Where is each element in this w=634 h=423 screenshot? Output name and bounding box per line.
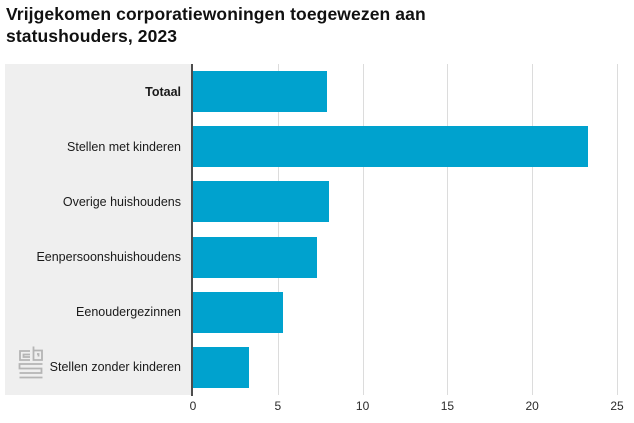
cbs-logo-icon bbox=[18, 346, 43, 379]
gridline bbox=[617, 64, 618, 395]
chart-rows: Totaal Stellen met kinderen Overige huisho… bbox=[5, 64, 620, 395]
bar-track bbox=[193, 71, 617, 113]
chart-row: Stellen zonder kinderen bbox=[5, 340, 620, 395]
chart-row: Eenpersoonshuishoudens bbox=[5, 230, 620, 285]
chart-title: Vrijgekomen corporatiewoningen toegeweze… bbox=[6, 4, 426, 46]
gridline bbox=[277, 64, 279, 395]
x-tick-label: 25 bbox=[610, 399, 624, 413]
category-label: Overige huishoudens bbox=[62, 194, 181, 209]
chart-row: Eenoudergezinnen bbox=[5, 285, 620, 340]
bar bbox=[193, 346, 249, 388]
bar-chart: Totaal Stellen met kinderen Overige huisho… bbox=[5, 64, 624, 413]
category-label: Totaal bbox=[145, 84, 181, 99]
bar bbox=[193, 291, 283, 333]
gridline bbox=[362, 64, 364, 395]
bar-track bbox=[193, 236, 617, 278]
bar bbox=[193, 181, 329, 223]
x-tick-label: 15 bbox=[440, 399, 455, 413]
chart-row: Stellen met kinderen bbox=[5, 119, 620, 174]
category-label: Stellen zonder kinderen bbox=[49, 360, 181, 375]
x-tick-label: 10 bbox=[355, 399, 370, 413]
gridline bbox=[532, 64, 534, 395]
x-axis-ticks: 0 5 10 15 20 25 bbox=[5, 399, 624, 417]
bar-track bbox=[193, 126, 617, 168]
x-tick-label: 5 bbox=[274, 399, 282, 413]
x-tick-label: 0 bbox=[189, 399, 197, 413]
x-tick-label: 20 bbox=[525, 399, 539, 413]
category-label-panel bbox=[5, 64, 193, 395]
bar-track bbox=[193, 181, 617, 223]
category-label: Eenpersoonshuishoudens bbox=[36, 250, 181, 265]
bar bbox=[193, 236, 317, 278]
chart-row: Totaal bbox=[5, 64, 620, 119]
category-label: Stellen met kinderen bbox=[67, 139, 181, 154]
bar-track bbox=[193, 346, 617, 388]
gridline bbox=[447, 64, 449, 395]
y-axis-line bbox=[191, 64, 193, 396]
category-label: Eenoudergezinnen bbox=[76, 305, 181, 320]
chart-row: Overige huishoudens bbox=[5, 174, 620, 229]
bar bbox=[193, 126, 589, 168]
bar bbox=[193, 71, 327, 113]
bar-track bbox=[193, 291, 617, 333]
